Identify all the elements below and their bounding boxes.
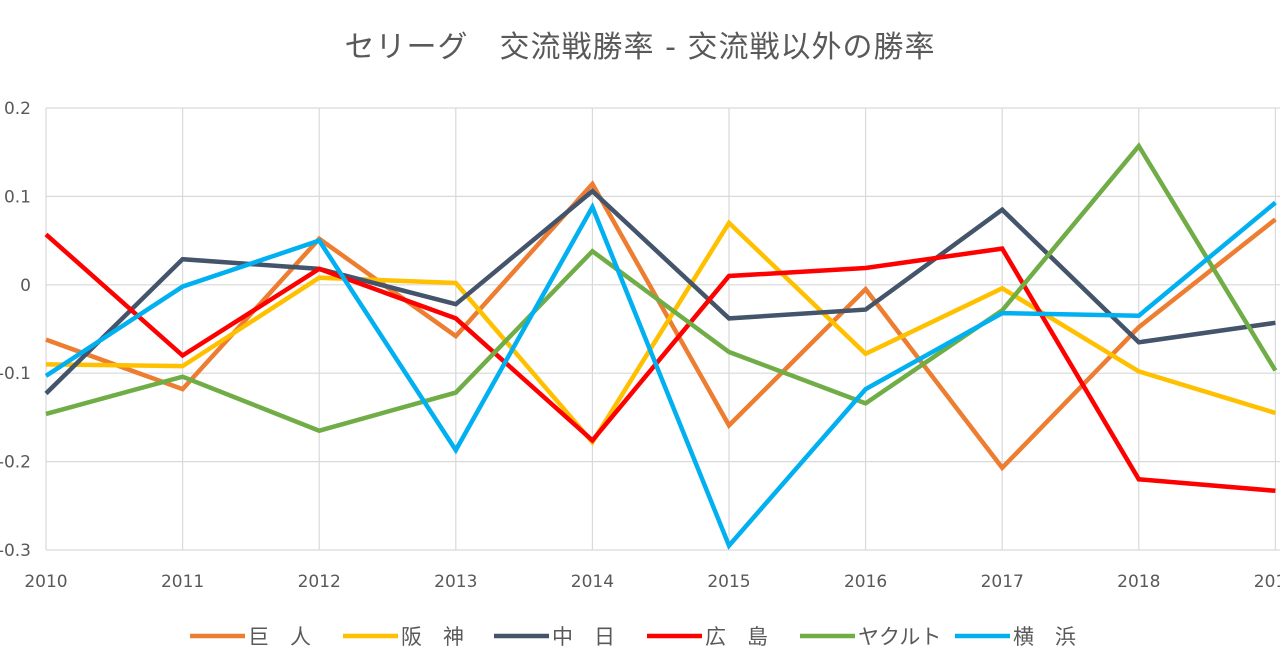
y-tick-label: -0.2 bbox=[0, 453, 31, 473]
legend-label: 巨 人 bbox=[248, 625, 311, 649]
legend-label: 中 日 bbox=[552, 625, 615, 649]
x-tick-label: 2016 bbox=[844, 572, 887, 592]
x-tick-label: 2019 bbox=[1254, 572, 1280, 592]
y-tick-label: -0.3 bbox=[0, 541, 31, 561]
chart-title: セリーグ 交流戦勝率 - 交流戦以外の勝率 bbox=[344, 30, 936, 65]
series-line-3 bbox=[44, 232, 1276, 494]
x-tick-label: 2018 bbox=[1117, 572, 1160, 592]
x-tick-label: 2014 bbox=[571, 572, 614, 592]
series-line-5 bbox=[44, 200, 1277, 550]
axes: 0.2 0.1 0 -0.1 -0.2 -0.3 2010 2011 2012 2013 2014 2… bbox=[0, 99, 1280, 592]
x-tick-label: 2012 bbox=[298, 572, 341, 592]
series-lines bbox=[44, 142, 1278, 550]
y-tick-label: 0.1 bbox=[4, 187, 31, 207]
x-tick-label: 2015 bbox=[707, 572, 750, 592]
legend-label: 横 浜 bbox=[1013, 625, 1076, 649]
y-tick-label: 0.2 bbox=[4, 99, 31, 119]
series-line-4 bbox=[45, 142, 1278, 434]
legend-label: 阪 神 bbox=[401, 625, 464, 649]
x-tick-label: 2017 bbox=[981, 572, 1024, 592]
legend-label: ヤクルト bbox=[858, 625, 941, 649]
legend-label: 広 島 bbox=[705, 625, 768, 649]
y-tick-label: 0 bbox=[20, 276, 31, 296]
y-tick-label: -0.1 bbox=[0, 364, 31, 384]
series-line-2 bbox=[44, 188, 1276, 396]
legend: 巨 人 阪 神 中 日 広 島 ヤクルト 横 浜 bbox=[190, 625, 1076, 649]
x-tick-label: 2010 bbox=[24, 572, 67, 592]
x-tick-label: 2011 bbox=[161, 572, 204, 592]
gridlines bbox=[45, 107, 1280, 551]
series-line-1 bbox=[45, 219, 1277, 446]
x-tick-label: 2013 bbox=[434, 572, 477, 592]
